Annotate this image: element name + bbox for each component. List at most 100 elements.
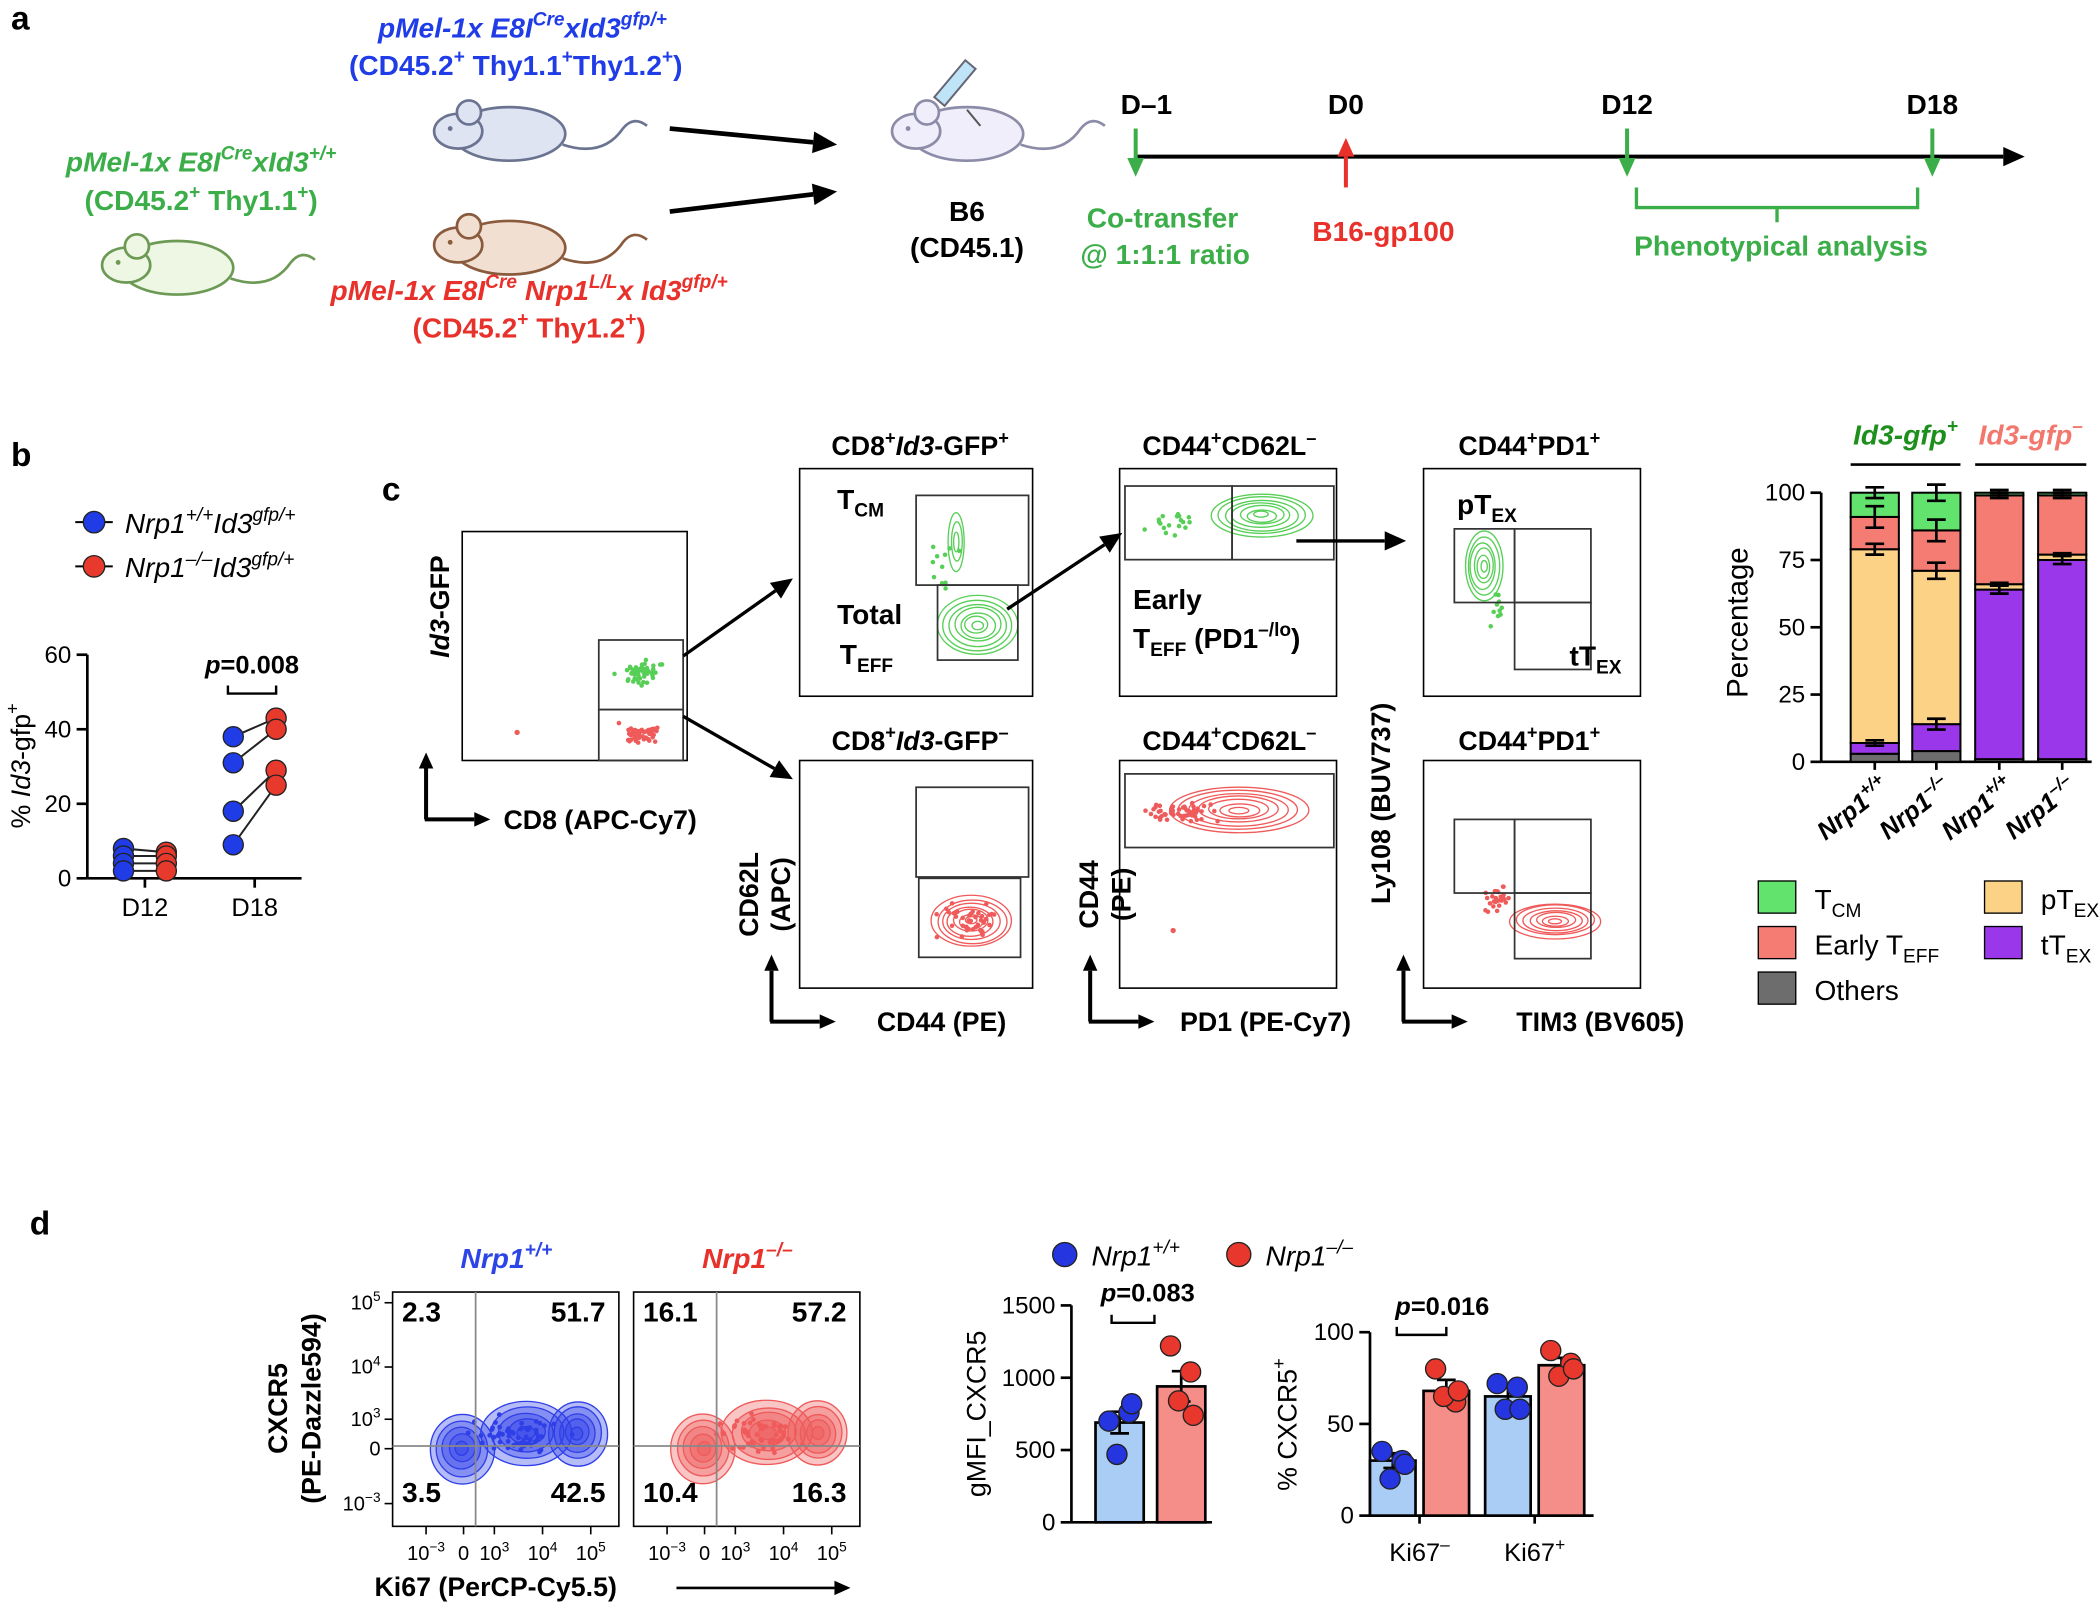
flow-plot-frame [798,759,1034,989]
flow-dot [979,913,985,919]
flow-dot [506,1433,512,1439]
flow-dot [491,1445,497,1451]
flow-dot [1187,519,1192,525]
recipient: B6 [949,196,985,227]
flow-dot [1170,927,1176,934]
flow-dot [625,678,631,684]
text-run: Thy1.2 [573,50,662,81]
text-run: ) [308,185,317,216]
flow-dot [1176,523,1182,529]
arrow-head [1396,954,1411,971]
superscript: + [562,47,573,68]
event: B16-gp100 [1312,216,1454,247]
quadrant-value: 3.5 [402,1477,441,1508]
text-run: 10 [343,1493,365,1515]
recipient: (CD45.1) [910,232,1024,263]
flow-dot [516,1435,521,1441]
data-point [1394,1453,1416,1475]
superscript: + [885,723,896,743]
flow-dot [654,728,659,734]
superscript: + [885,428,896,448]
quadrant-value: 10.4 [643,1477,698,1508]
arrow-head [474,812,491,827]
flow-dot [1182,804,1187,810]
panel-label: b [11,437,31,474]
y-tick-label: 10−3 [343,1490,381,1515]
flow-contour [971,620,985,631]
subscript: EX [2074,901,2100,922]
flow-dot [1494,908,1500,914]
legend-swatch [1757,880,1797,914]
flow-dot [1191,804,1196,809]
flow-dot [640,734,646,739]
flow-dot [479,1440,485,1446]
superscript: –/lo [1258,620,1291,641]
flow-contour [1219,803,1261,818]
error-bar [1926,561,1946,581]
flow-dot [634,668,639,673]
text-run: Id3-gfp [1853,420,1947,451]
text-run: T [840,639,857,670]
gate [1513,892,1592,960]
text-run: CD44 [1142,726,1211,756]
flow-dot [523,1434,529,1440]
flow-dot [773,1432,779,1438]
flow-contour [1547,918,1563,925]
data-point [1506,1376,1528,1398]
text-run: Id3 [212,552,251,583]
flow-dot [1160,513,1166,519]
flow-dot [541,1423,547,1429]
flow-contour [952,908,989,932]
mouse-tail [562,119,648,151]
flow-contour [1515,904,1596,936]
flow-contour [1529,910,1583,932]
syringe-needle [966,109,982,127]
event: Phenotypical analysis [1634,231,1928,262]
flow-axis-label: TIM3 (BV605) [1516,1007,1684,1037]
flow-contour [1480,559,1488,573]
superscript: +/+ [525,1240,553,1261]
superscript: Cre [221,144,253,165]
flow-dot [641,679,646,685]
data-point [1562,1358,1585,1380]
legend-label: pTEX [2041,884,2100,922]
flow-dot [741,1420,747,1426]
flow-dot [650,666,656,672]
flow-dot [959,934,965,939]
arrow-head [764,954,779,971]
superscript: Cre [533,10,565,31]
arrow-head [1384,531,1407,551]
flow-contour [1535,911,1577,929]
y-tick-label: 105 [351,1289,381,1314]
text-run: pMel-1x E8I [65,146,222,177]
error-bar [2052,551,2072,558]
text-run: Nrp1 [125,508,186,539]
text-run: % [6,797,36,828]
flow-dot [518,1426,524,1432]
panel-label: d [30,1205,50,1242]
flow-dot [641,674,647,679]
x-tick-label: 105 [576,1539,606,1564]
text-run: CD8 (APC-Cy7) [503,805,696,835]
flow-axis-label: CD8 (APC-Cy7) [503,805,696,835]
arrow-head [769,760,793,780]
text-run: Thy1.1 [465,50,562,81]
x-tick-label: D18 [231,894,278,922]
superscript: +/+ [186,505,214,526]
bar-segment [1911,750,1962,763]
flow-dot [514,729,520,736]
flow-dot [1164,817,1170,823]
flow-dot [1496,903,1502,908]
flow-dot [637,729,642,735]
flow-dot [1491,899,1497,904]
legend-marker [82,510,106,534]
arrow-line [682,589,777,658]
flow-dot [645,736,651,742]
data-point [1179,1361,1202,1383]
quadrant-value: 2.3 [402,1296,441,1327]
flow-dot [525,1440,531,1446]
y-tick-label: 75 [1778,547,1805,574]
flow-dot [641,729,647,735]
day: D12 [1601,89,1653,120]
arrow-head [834,1580,851,1596]
